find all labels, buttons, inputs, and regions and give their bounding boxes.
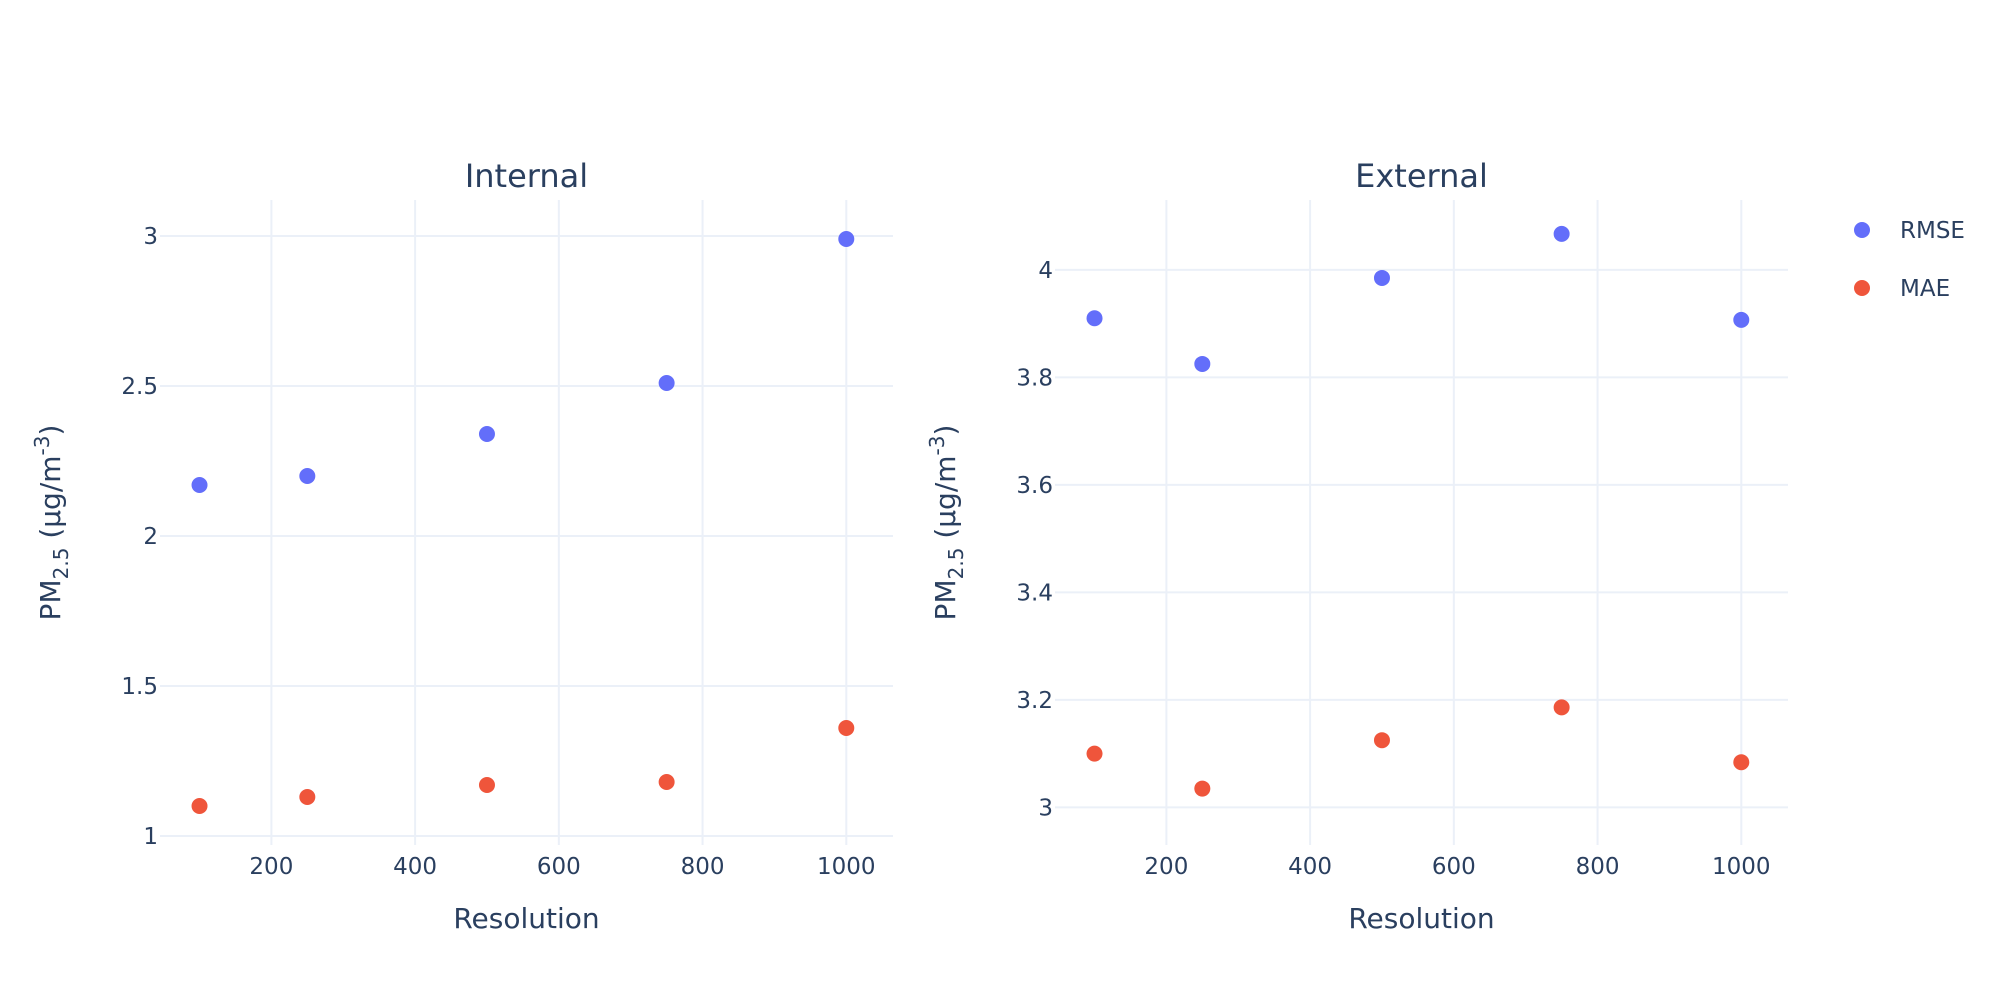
panel-external: 200 400 600 800 1000 3 3.2 3.4 3.6 3.8 4 External Re…	[925, 157, 1788, 935]
rmse-point[interactable]	[1373, 269, 1390, 286]
mae-point[interactable]	[838, 720, 855, 736]
y-tick-label: 3.8	[1016, 365, 1053, 391]
legend-label: RMSE	[1900, 218, 1965, 244]
mae-point[interactable]	[1553, 699, 1570, 716]
x-tick-label: 400	[1288, 854, 1332, 880]
legend-item-rmse[interactable]: RMSE	[1854, 218, 1965, 244]
x-axis-label: Resolution	[1348, 902, 1494, 935]
y-axis-label: PM2.5 (μg/m-3)	[925, 425, 968, 621]
x-tick-label: 800	[1576, 854, 1620, 880]
x-tick-label: 1000	[817, 854, 876, 880]
y-axis-label-unit: (μg/m	[929, 455, 962, 547]
legend-marker	[1854, 222, 1870, 238]
legend-marker	[1854, 280, 1870, 296]
y-axis-label-end: )	[929, 425, 962, 436]
y-tick-label: 2	[143, 524, 158, 550]
y-axis-label-superscript: -3	[925, 436, 949, 456]
rmse-point[interactable]	[1553, 225, 1570, 242]
rmse-point[interactable]	[1194, 355, 1211, 372]
mae-point[interactable]	[1733, 754, 1750, 771]
y-axis-label-subscript: 2.5	[944, 548, 968, 580]
y-tick-label: 4	[1038, 258, 1053, 284]
mae-point[interactable]	[1086, 745, 1103, 762]
rmse-point[interactable]	[478, 426, 495, 442]
y-axis-label-superscript: -3	[30, 436, 54, 456]
x-tick-label: 200	[249, 854, 293, 880]
rmse-point[interactable]	[838, 231, 855, 247]
y-axis-label-base: PM	[34, 579, 67, 620]
x-tick-label: 600	[537, 854, 581, 880]
rmse-point[interactable]	[191, 477, 208, 493]
gridlines	[1055, 200, 1788, 845]
y-tick-label: 3.4	[1016, 580, 1053, 606]
y-tick-label: 1	[143, 824, 158, 850]
rmse-point[interactable]	[658, 375, 675, 391]
x-tick-label: 1000	[1712, 854, 1771, 880]
mae-point[interactable]	[1194, 780, 1211, 797]
x-tick-label: 800	[681, 854, 725, 880]
series-mae	[1086, 699, 1750, 797]
x-tick-label: 400	[393, 854, 437, 880]
y-tick-label: 3.2	[1016, 688, 1053, 714]
mae-point[interactable]	[658, 774, 675, 790]
legend[interactable]: RMSE MAE	[1854, 218, 1965, 302]
panel-internal: 200 400 600 800 1000 1 1.5 2 2.5 3 Internal Resolut…	[30, 157, 893, 935]
legend-item-mae[interactable]: MAE	[1854, 276, 1950, 302]
gridlines	[160, 200, 893, 845]
rmse-point[interactable]	[299, 468, 316, 484]
series-rmse	[1086, 225, 1750, 372]
y-axis-label-base: PM	[929, 579, 962, 620]
x-tick-label: 200	[1144, 854, 1188, 880]
y-axis-label-end: )	[34, 425, 67, 436]
rmse-point[interactable]	[1086, 310, 1103, 327]
x-tick-label: 600	[1432, 854, 1476, 880]
y-axis-label: PM2.5 (μg/m-3)	[30, 425, 73, 621]
y-axis-label-unit: (μg/m	[34, 455, 67, 547]
y-tick-label: 3	[143, 224, 158, 250]
series-mae	[191, 720, 855, 814]
y-tick-label: 3	[1038, 795, 1053, 821]
chart-title: Internal	[465, 157, 588, 195]
mae-point[interactable]	[478, 777, 495, 793]
x-axis-label: Resolution	[453, 902, 599, 935]
mae-point[interactable]	[1373, 732, 1390, 749]
y-tick-label: 2.5	[121, 374, 158, 400]
legend-label: MAE	[1900, 276, 1950, 302]
mae-point[interactable]	[191, 798, 208, 814]
mae-point[interactable]	[299, 789, 316, 805]
chart-title: External	[1355, 157, 1488, 195]
y-tick-label: 1.5	[121, 674, 158, 700]
rmse-point[interactable]	[1733, 311, 1750, 328]
y-axis-label-subscript: 2.5	[49, 548, 73, 580]
y-tick-label: 3.6	[1016, 473, 1053, 499]
series-rmse	[191, 231, 855, 493]
